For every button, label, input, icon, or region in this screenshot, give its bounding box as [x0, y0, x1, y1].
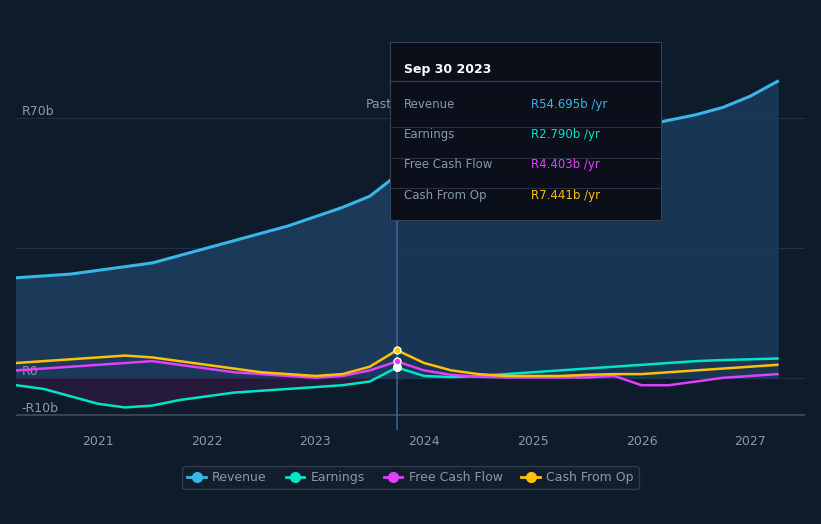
- Text: Earnings: Earnings: [404, 128, 455, 141]
- Text: R54.695b /yr: R54.695b /yr: [531, 98, 608, 111]
- Text: -R10b: -R10b: [22, 402, 59, 415]
- Text: Past: Past: [365, 98, 392, 111]
- Point: [390, 346, 403, 354]
- Text: R4.403b /yr: R4.403b /yr: [531, 158, 599, 171]
- Legend: Revenue, Earnings, Free Cash Flow, Cash From Op: Revenue, Earnings, Free Cash Flow, Cash …: [182, 466, 639, 489]
- Text: R2.790b /yr: R2.790b /yr: [531, 128, 600, 141]
- Text: Free Cash Flow: Free Cash Flow: [404, 158, 492, 171]
- Text: R0: R0: [22, 365, 39, 378]
- Text: R7.441b /yr: R7.441b /yr: [531, 189, 600, 202]
- Point: [390, 171, 403, 179]
- Text: Cash From Op: Cash From Op: [404, 189, 486, 202]
- Point: [390, 357, 403, 366]
- Text: R70b: R70b: [22, 105, 54, 118]
- Text: Sep 30 2023: Sep 30 2023: [404, 63, 491, 77]
- Text: Analysts Forecasts: Analysts Forecasts: [402, 98, 519, 111]
- Point: [390, 363, 403, 372]
- Text: Revenue: Revenue: [404, 98, 455, 111]
